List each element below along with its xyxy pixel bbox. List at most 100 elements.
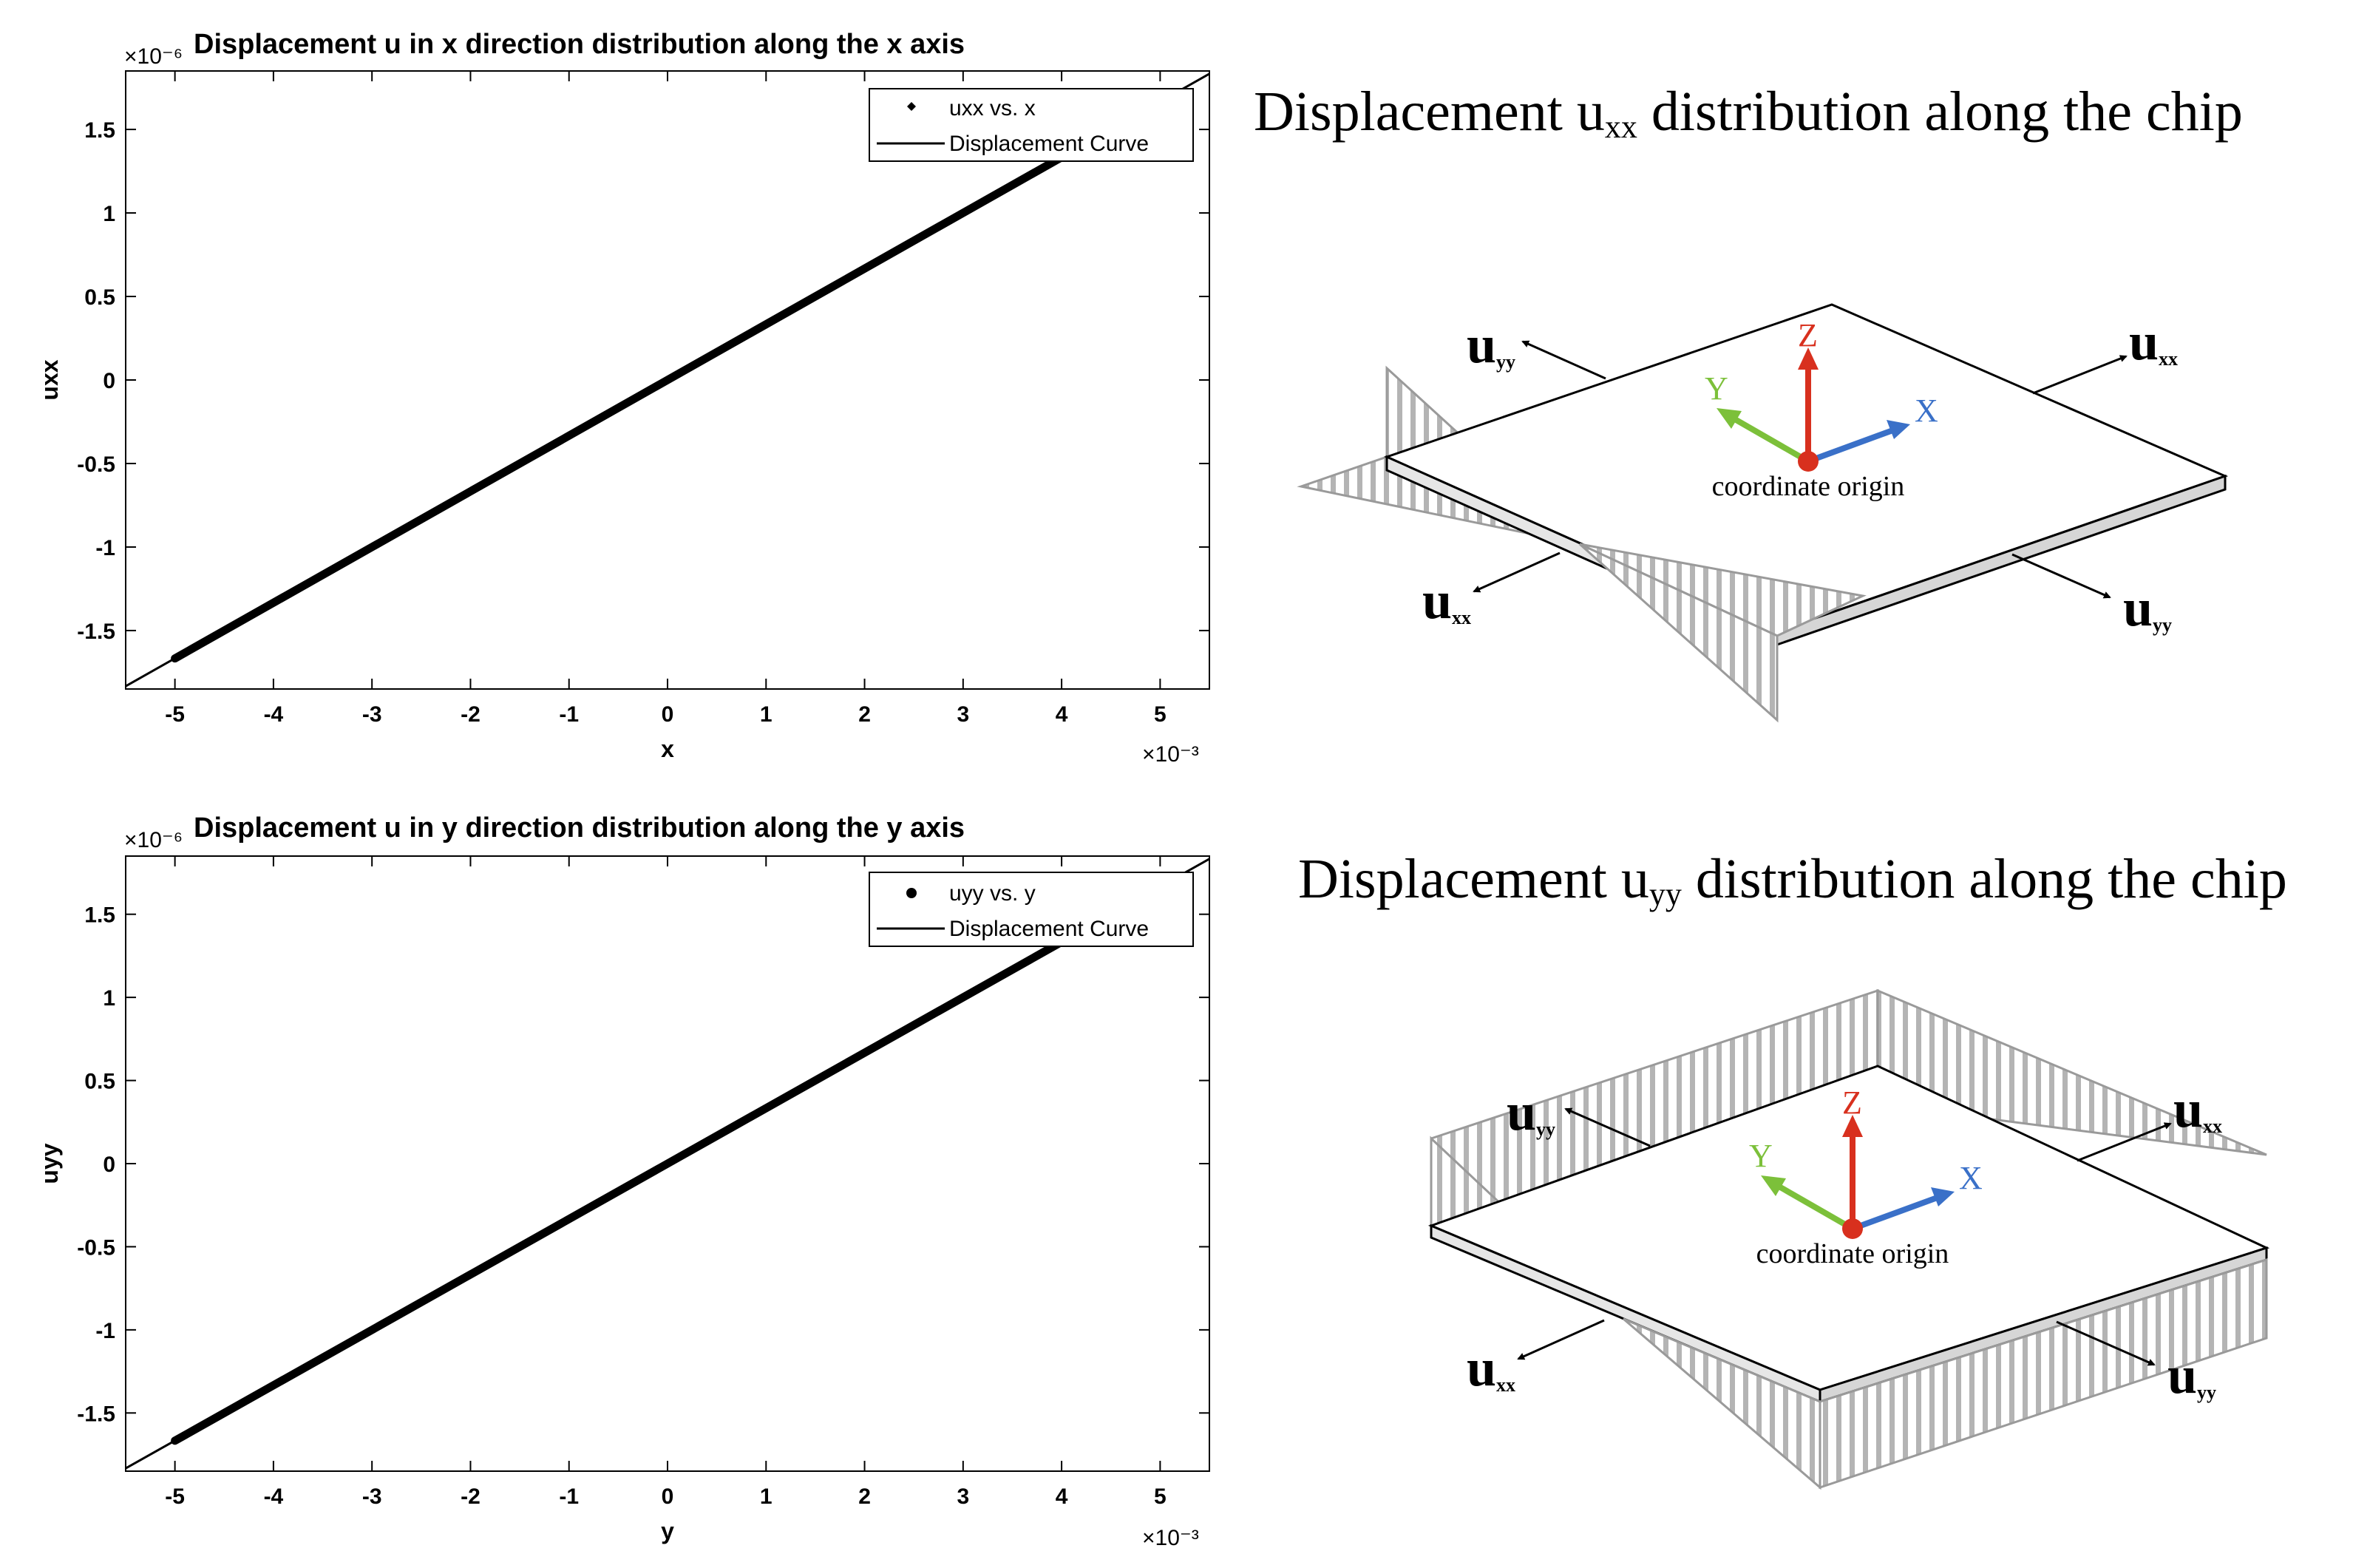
x-ticks: -5 -4 -3 -2 -1 0 1 2 3 4 5: [165, 71, 1167, 727]
uyy-label-front: uyy: [2167, 1345, 2216, 1405]
uyy-label-front: uyy: [2123, 578, 2172, 637]
uyy-hatched-wall-front-right: [1819, 1258, 2268, 1490]
y-axis-arrow: [1727, 413, 1810, 464]
origin-dot: [1798, 451, 1819, 472]
y-axis-arrow: [1771, 1180, 1854, 1232]
origin-dot: [1842, 1218, 1863, 1239]
legend-entry-points: uxx vs. x: [949, 96, 1036, 121]
x-tick-label: 5: [1154, 702, 1167, 727]
x-tick-label: -3: [362, 1484, 382, 1509]
y-tick-label: -0.5: [77, 1235, 115, 1260]
diagram-title: Displacement uyy distribution along the …: [1298, 848, 2287, 912]
legend: uyy vs. y Displacement Curve: [869, 872, 1194, 947]
y-axis-label: Y: [1749, 1138, 1773, 1174]
x-exponent-label: ×10⁻³: [1142, 1526, 1199, 1550]
y-axis-arrowhead: [1717, 408, 1742, 429]
y-tick-label: 1: [103, 986, 115, 1011]
chart-title: Displacement u in y direction distributi…: [194, 812, 965, 844]
x-tick-label: 0: [662, 702, 674, 727]
chart-title: Displacement u in x direction distributi…: [194, 29, 965, 60]
y-tick-label: -1.5: [77, 1402, 115, 1426]
x-axis-arrow: [1807, 426, 1898, 464]
series-layer: [125, 72, 1210, 688]
y-exponent-label: ×10⁻⁶: [124, 44, 183, 69]
legend-marker-points: [906, 888, 917, 898]
x-tick-label: 4: [1056, 702, 1068, 727]
z-axis-arrowhead: [1842, 1115, 1863, 1137]
x-axis-arrowhead: [1887, 420, 1910, 439]
x-tick-label: 1: [760, 702, 773, 727]
x-tick-label: 3: [957, 1484, 969, 1509]
z-axis-label: Z: [1798, 317, 1818, 353]
uyy-arrow-front: [2011, 553, 2111, 599]
y-tick-label: -0.5: [77, 452, 115, 477]
uxx-arrow-right: [2077, 1122, 2172, 1162]
y-axis-label: Y: [1705, 370, 1728, 407]
x-axis-arrow: [1851, 1193, 1943, 1232]
y-tick-label: 0: [103, 1153, 115, 1177]
displacement-curve: [125, 72, 1210, 688]
legend-box: [869, 88, 1194, 162]
uyy-arrow-back: [1564, 1107, 1651, 1147]
uyy-arrow-back: [1521, 340, 1606, 380]
x-tick-label: -2: [461, 702, 481, 727]
x-tick-label: 5: [1154, 1484, 1167, 1509]
x-tick-label: 2: [858, 702, 871, 727]
x-axis-label: y: [661, 1518, 674, 1544]
y-axis-arrowhead: [1761, 1175, 1786, 1196]
uxx-label-right: uxx: [2129, 312, 2178, 371]
origin-label: coordinate origin: [1756, 1238, 1949, 1269]
x-tick-label: -2: [461, 1484, 481, 1509]
series-layer: [125, 858, 1210, 1470]
x-exponent-label: ×10⁻³: [1142, 742, 1199, 767]
chart-uxx: Displacement u in x direction distributi…: [36, 29, 1210, 767]
y-tick-label: 1.5: [84, 903, 115, 928]
uxx-arrow-right: [2032, 355, 2128, 395]
legend-entry-line: Displacement Curve: [949, 917, 1149, 941]
y-tick-label: 0.5: [84, 1070, 115, 1094]
x-axis-label: x: [661, 736, 674, 762]
uxx-arrow-left: [1473, 551, 1561, 593]
y-ticks: -1.5 -1 -0.5 0 0.5 1 1.5: [77, 118, 1209, 644]
x-tick-label: -5: [165, 1484, 185, 1509]
x-tick-label: -4: [264, 702, 284, 727]
uxx-label-left: uxx: [1422, 571, 1471, 630]
origin-label: coordinate origin: [1712, 471, 1905, 502]
y-tick-label: 1: [103, 202, 115, 226]
legend-box: [869, 872, 1194, 947]
uxx-label-left: uxx: [1467, 1338, 1515, 1397]
x-tick-label: 0: [662, 1484, 674, 1509]
y-exponent-label: ×10⁻⁶: [124, 828, 183, 852]
y-ticks: -1.5 -1 -0.5 0 0.5 1 1.5: [77, 903, 1209, 1426]
x-tick-label: -1: [559, 702, 579, 727]
uxx-arrow-left: [1517, 1319, 1605, 1360]
x-tick-label: 3: [957, 702, 969, 727]
x-axis-label: X: [1959, 1160, 1983, 1196]
x-tick-label: -3: [362, 702, 382, 727]
x-ticks: -5 -4 -3 -2 -1 0 1 2 3 4 5: [165, 856, 1167, 1509]
x-axis-arrowhead: [1931, 1187, 1955, 1206]
y-axis-label: uxx: [36, 359, 63, 400]
y-tick-label: -1.5: [77, 620, 115, 644]
y-tick-label: 0: [103, 369, 115, 393]
y-tick-label: 1.5: [84, 118, 115, 143]
uyy-label-back: uyy: [1467, 315, 1515, 374]
uxx-hatched-profile-lower: [1579, 543, 1779, 723]
x-tick-label: -4: [264, 1484, 284, 1509]
z-axis-label: Z: [1842, 1085, 1862, 1121]
legend-entry-points: uyy vs. y: [949, 881, 1036, 906]
x-tick-label: -1: [559, 1484, 579, 1509]
legend-entry-line: Displacement Curve: [949, 132, 1149, 156]
legend-marker-points: [907, 102, 916, 111]
chart-uyy: Displacement u in y direction distributi…: [36, 812, 1210, 1550]
y-tick-label: 0.5: [84, 285, 115, 310]
displacement-curve: [125, 858, 1210, 1470]
diagram-uxx: Displacement uxx distribution along the …: [1254, 81, 2243, 723]
z-axis-arrowhead: [1798, 347, 1819, 370]
legend: uxx vs. x Displacement Curve: [869, 88, 1194, 162]
diagram-uyy: Displacement uyy distribution along the …: [1298, 848, 2287, 1490]
x-axis-label: X: [1915, 393, 1938, 429]
diagram-title: Displacement uxx distribution along the …: [1254, 81, 2243, 145]
x-tick-label: 4: [1056, 1484, 1068, 1509]
